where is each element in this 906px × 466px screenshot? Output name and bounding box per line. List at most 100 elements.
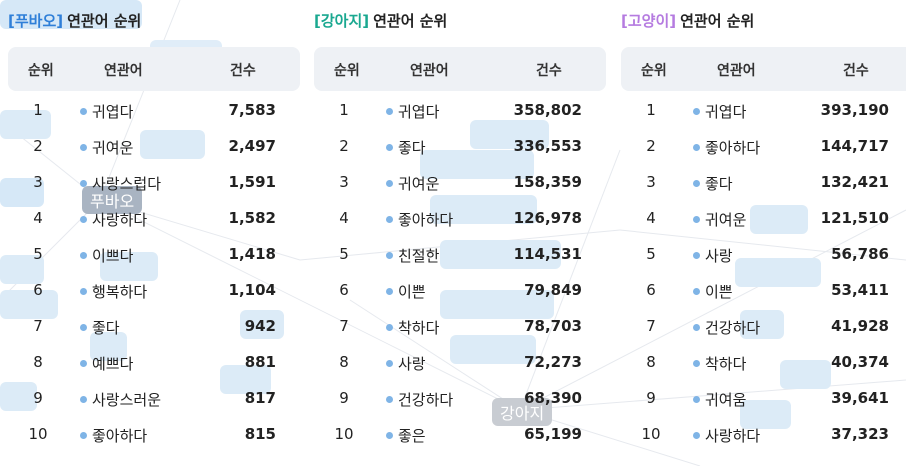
table-row: 7 착하다 78,703: [314, 309, 606, 345]
table-header: 순위 연관어 건수: [8, 47, 300, 91]
table-row: 1 귀엽다 358,802: [314, 93, 606, 129]
bullet-dot: [693, 324, 700, 331]
bullet-dot: [693, 144, 700, 151]
keyword-cell: 좋다: [705, 175, 733, 193]
rank-cell: 4: [339, 209, 349, 227]
rank-cell: 6: [339, 281, 349, 299]
bullet-dot: [80, 324, 87, 331]
rank-cell: 5: [646, 245, 656, 263]
table-row: 2 좋아하다 144,717: [621, 129, 906, 165]
bullet-dot: [80, 216, 87, 223]
keyword-cell: 착하다: [705, 355, 747, 373]
rank-cell: 10: [641, 425, 661, 443]
count-cell: 65,199: [524, 425, 582, 443]
keyword-cell: 사랑하다: [705, 427, 761, 445]
rank-cell: 2: [33, 137, 43, 155]
rank-cell: 2: [646, 137, 656, 155]
bullet-dot: [386, 288, 393, 295]
rank-cell: 7: [646, 317, 656, 335]
keyword-cell: 사랑: [705, 247, 733, 265]
bullet-dot: [693, 432, 700, 439]
keyword-cell: 친절한: [398, 247, 440, 265]
keyword-cell: 행복하다: [92, 283, 148, 301]
rank-cell: 9: [33, 389, 43, 407]
table-row: 8 예쁘다 881: [8, 345, 300, 381]
count-cell: 53,411: [831, 281, 889, 299]
keyword-cell: 사랑하다: [92, 211, 148, 229]
keyword-cell: 사랑: [398, 355, 426, 373]
count-cell: 158,359: [513, 173, 582, 191]
bullet-dot: [386, 108, 393, 115]
rank-cell: 7: [33, 317, 43, 335]
header-count: 건수: [230, 63, 256, 79]
bullet-dot: [693, 180, 700, 187]
table-row: 4 귀여운 121,510: [621, 201, 906, 237]
rank-cell: 8: [646, 353, 656, 371]
header-rank: 순위: [641, 63, 667, 79]
keyword-cell: 좋다: [92, 319, 120, 337]
count-cell: 79,849: [524, 281, 582, 299]
panel-tag: [고양이]: [621, 12, 677, 30]
count-cell: 1,591: [228, 173, 276, 191]
table-row: 7 건강하다 41,928: [621, 309, 906, 345]
rank-cell: 7: [339, 317, 349, 335]
panel-tag: [푸바오]: [8, 12, 64, 30]
rank-cell: 3: [339, 173, 349, 191]
bullet-dot: [386, 180, 393, 187]
count-cell: 114,531: [513, 245, 582, 263]
bullet-dot: [80, 360, 87, 367]
keyword-cell: 귀여운: [705, 211, 747, 229]
keyword-cell: 좋다: [398, 139, 426, 157]
count-cell: 1,418: [228, 245, 276, 263]
bullet-dot: [80, 432, 87, 439]
count-cell: 358,802: [513, 101, 582, 119]
keyword-cell: 귀여운: [92, 139, 134, 157]
table-row: 8 사랑 72,273: [314, 345, 606, 381]
rank-cell: 8: [339, 353, 349, 371]
bullet-dot: [80, 144, 87, 151]
bullet-dot: [386, 216, 393, 223]
table-row: 6 이쁜 79,849: [314, 273, 606, 309]
table-row: 7 좋다 942: [8, 309, 300, 345]
table-row: 9 건강하다 68,390: [314, 381, 606, 417]
rank-cell: 1: [646, 101, 656, 119]
table-row: 4 좋아하다 126,978: [314, 201, 606, 237]
count-cell: 40,374: [831, 353, 889, 371]
bullet-dot: [80, 396, 87, 403]
count-cell: 78,703: [524, 317, 582, 335]
panel-title: [푸바오] 연관어 순위: [8, 10, 141, 31]
bullet-dot: [693, 288, 700, 295]
bullet-dot: [693, 396, 700, 403]
count-cell: 132,421: [820, 173, 889, 191]
keyword-cell: 좋은: [398, 427, 426, 445]
table-row: 1 귀엽다 7,583: [8, 93, 300, 129]
rank-cell: 2: [339, 137, 349, 155]
keyword-cell: 건강하다: [398, 391, 454, 409]
keyword-cell: 예쁘다: [92, 355, 134, 373]
rank-cell: 4: [33, 209, 43, 227]
header-keyword: 연관어: [104, 63, 143, 79]
bullet-dot: [386, 360, 393, 367]
table-row: 2 좋다 336,553: [314, 129, 606, 165]
panel-title: [고양이] 연관어 순위: [621, 10, 754, 31]
rank-cell: 10: [28, 425, 48, 443]
keyword-cell: 이쁜: [705, 283, 733, 301]
rank-cell: 10: [334, 425, 354, 443]
table-header: 순위 연관어 건수: [621, 47, 906, 91]
table-row: 3 귀여운 158,359: [314, 165, 606, 201]
table-header: 순위 연관어 건수: [314, 47, 606, 91]
rank-cell: 1: [33, 101, 43, 119]
keyword-cell: 좋아하다: [92, 427, 148, 445]
bullet-dot: [386, 252, 393, 259]
table-row: 8 착하다 40,374: [621, 345, 906, 381]
keyword-cell: 착하다: [398, 319, 440, 337]
bullet-dot: [386, 396, 393, 403]
table-row: 5 친절한 114,531: [314, 237, 606, 273]
table-row: 10 좋은 65,199: [314, 417, 606, 453]
keyword-cell: 사랑스러운: [92, 391, 162, 409]
count-cell: 144,717: [820, 137, 889, 155]
count-cell: 37,323: [831, 425, 889, 443]
rank-cell: 3: [646, 173, 656, 191]
table-row: 5 사랑 56,786: [621, 237, 906, 273]
bullet-dot: [693, 360, 700, 367]
